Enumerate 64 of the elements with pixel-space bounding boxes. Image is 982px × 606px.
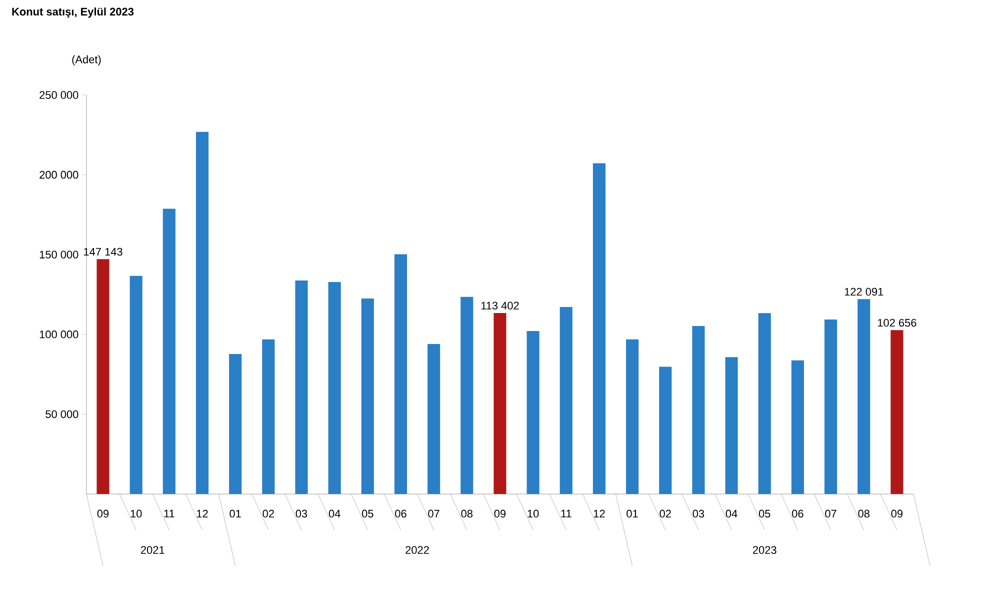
- chart-title: Konut satışı, Eylül 2023: [12, 8, 134, 18]
- y-tick-label: 200 000: [40, 170, 78, 179]
- y-tick-label: 250 000: [40, 91, 78, 99]
- data-label: 102 656: [878, 318, 916, 327]
- x-tick-label: 06: [395, 510, 406, 518]
- data-label: 113 402: [481, 302, 519, 310]
- text: 2022: [406, 546, 429, 554]
- bar: [526, 331, 540, 494]
- x-tick-label: 04: [328, 510, 340, 518]
- x-tick-label: 02: [660, 510, 671, 518]
- x-tick-label: 10: [528, 510, 539, 518]
- x-tick-label: 10: [130, 510, 142, 518]
- x-tick-label: 03: [692, 510, 704, 518]
- x-tick-label: 12: [594, 510, 605, 518]
- x-tick-label: 08: [461, 510, 472, 518]
- x-tick-label: 09: [494, 510, 506, 518]
- x-tick-label: 07: [825, 510, 836, 518]
- bar: [229, 354, 242, 494]
- text: 2023: [752, 546, 776, 554]
- x-tick-label: 01: [230, 510, 241, 518]
- x-tick-label: 08: [858, 510, 870, 518]
- data-label: 147 143: [84, 248, 122, 256]
- bar: [791, 360, 804, 494]
- bar: [460, 296, 474, 494]
- y-tick-label: 150 000: [40, 250, 78, 258]
- bar: [659, 366, 672, 494]
- bar: [196, 132, 209, 494]
- bar: [890, 330, 904, 494]
- y-axis-title: (Adet): [72, 55, 101, 66]
- x-tick-label: 11: [561, 510, 572, 518]
- bar: [758, 313, 771, 494]
- bar: [96, 259, 110, 494]
- x-tick-label: 12: [196, 510, 208, 518]
- bar: [725, 357, 738, 494]
- x-tick-label: 11: [164, 510, 174, 518]
- bar: [394, 254, 408, 494]
- bar: [262, 339, 275, 494]
- bar: [824, 320, 838, 494]
- text: 2021: [140, 546, 164, 554]
- bar: [560, 306, 572, 494]
- bar: [858, 299, 870, 494]
- bar: [130, 276, 142, 494]
- bar: [592, 163, 606, 494]
- y-tick-label: 100 000: [40, 330, 78, 338]
- bar: [494, 313, 506, 494]
- bar: [162, 208, 176, 494]
- x-tick-label: 07: [428, 510, 440, 518]
- bar: [361, 298, 374, 494]
- x-tick-label: 03: [296, 510, 308, 518]
- x-tick-label: 01: [626, 510, 638, 518]
- x-tick-label: 04: [726, 510, 738, 518]
- x-tick-label: 06: [792, 510, 804, 518]
- x-tick-label: 05: [362, 510, 374, 518]
- bar: [626, 339, 639, 494]
- x-tick-label: 05: [758, 510, 770, 518]
- bar: [428, 344, 440, 494]
- bar: [295, 280, 308, 494]
- bar: [328, 282, 341, 494]
- x-tick-label: 09: [97, 510, 109, 518]
- x-tick-label: 09: [891, 510, 903, 518]
- bar: [692, 326, 705, 494]
- data-label: 122 091: [844, 288, 884, 296]
- y-tick-label: 50 000: [46, 410, 78, 418]
- x-tick-label: 02: [262, 510, 274, 518]
